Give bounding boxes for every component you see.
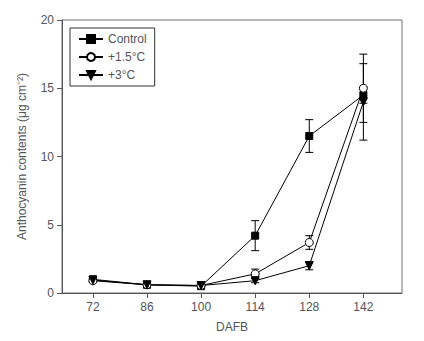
svg-text:5: 5 [47, 218, 54, 232]
svg-text:15: 15 [41, 81, 55, 95]
svg-text:Anthocyanin contents (μg cm⁻²): Anthocyanin contents (μg cm⁻²) [15, 73, 29, 240]
svg-text:142: 142 [353, 300, 373, 314]
svg-text:+3°C: +3°C [108, 68, 135, 82]
svg-text:114: 114 [246, 300, 265, 314]
svg-text:20: 20 [41, 13, 55, 27]
svg-text:DAFB: DAFB [216, 320, 248, 334]
svg-text:100: 100 [191, 300, 211, 314]
svg-text:+1.5°C: +1.5°C [108, 50, 145, 64]
svg-text:128: 128 [299, 300, 319, 314]
svg-text:0: 0 [47, 286, 54, 300]
svg-text:10: 10 [41, 150, 55, 164]
svg-text:86: 86 [140, 300, 154, 314]
svg-text:72: 72 [86, 300, 100, 314]
svg-text:Control: Control [108, 32, 147, 46]
